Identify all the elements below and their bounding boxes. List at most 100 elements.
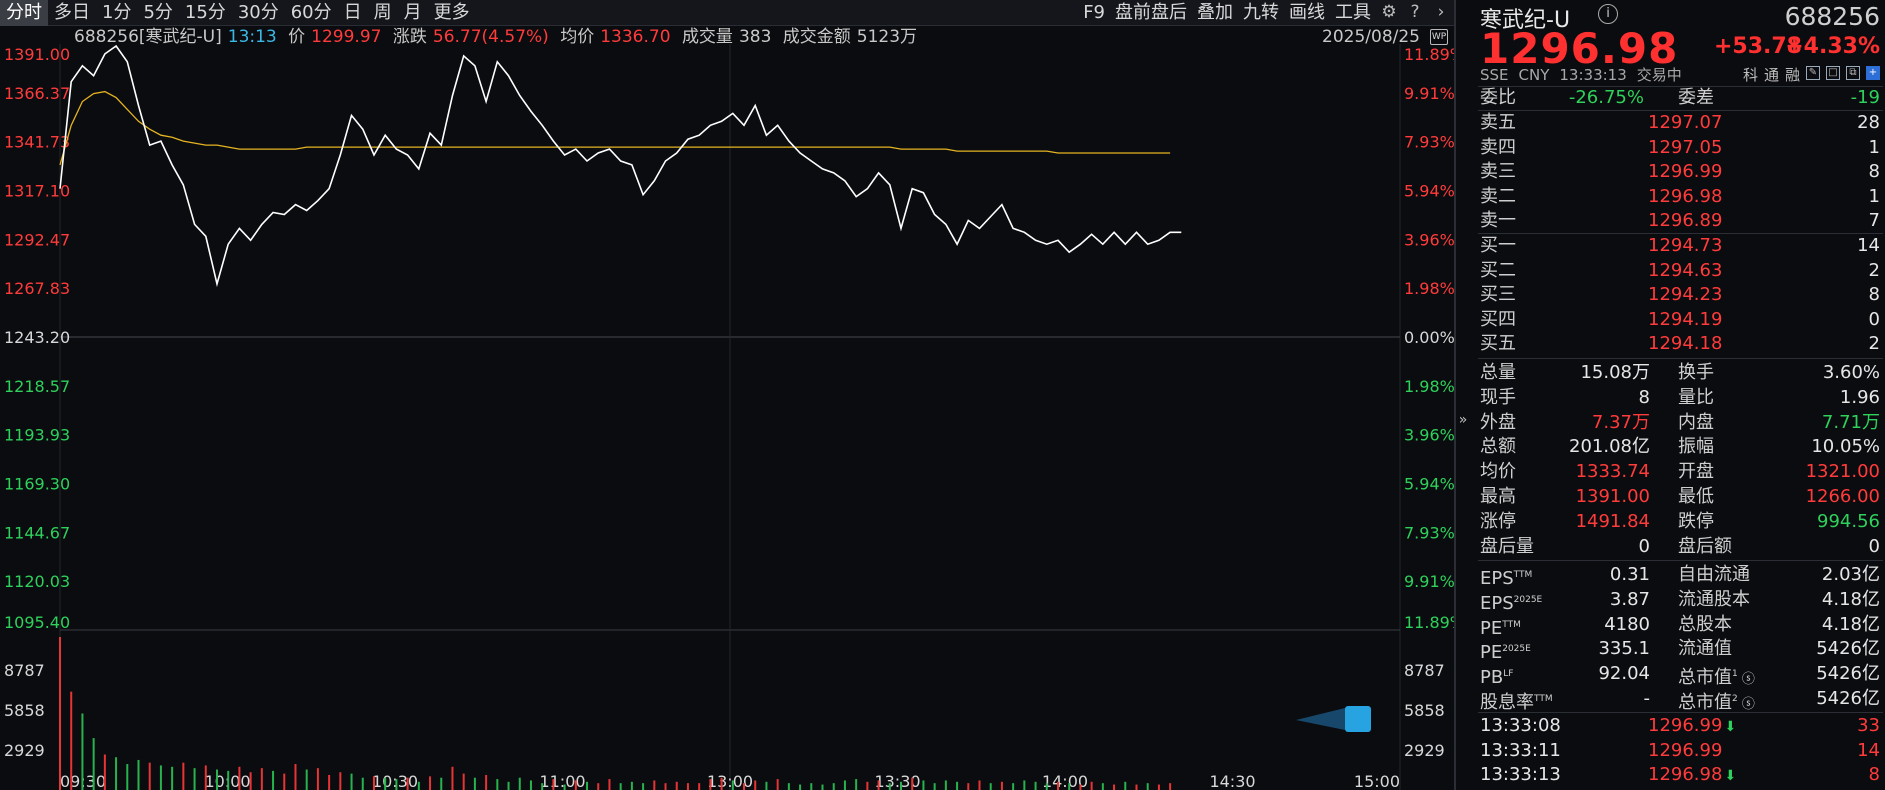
cursor-change: 56.77(4.57%) [432, 27, 549, 47]
tick-volume: 33 [1857, 715, 1880, 736]
fundamental-value: 4.18亿 [1821, 613, 1880, 635]
cursor-volume: 383 [738, 27, 772, 47]
currency-switch-icon[interactable]: ⓢ [1737, 672, 1755, 688]
ask-row[interactable]: 卖五 1297.07 28 [1480, 111, 1880, 135]
tick-time: 13:33:13 [1480, 764, 1561, 785]
tab-15min[interactable]: 15分 [184, 2, 226, 23]
ask-row[interactable]: 卖二 1296.98 1 [1480, 185, 1880, 209]
tab-week[interactable]: 周 [373, 2, 392, 23]
volume-axis-label: 2929 [4, 741, 45, 760]
premarket-button[interactable]: 盘前盘后 [1115, 2, 1187, 23]
pct-axis-label: 7.93% [1404, 133, 1454, 152]
intraday-chart[interactable]: 1391.00 11.89% 1366.37 9.91% 1341.73 7.93% 131… [0, 44, 1454, 790]
window-icon[interactable]: □ [1826, 66, 1840, 80]
ask-price: 1296.99 [1648, 161, 1723, 182]
fundamental-label-text: PE [1480, 642, 1503, 664]
ask-price: 1297.07 [1648, 112, 1723, 133]
wp-badge-icon[interactable]: WP [1430, 29, 1448, 45]
fundamental-value: - [1643, 688, 1651, 709]
bid-row[interactable]: 买一 1294.73 14 [1480, 234, 1880, 258]
fundamental-value: 0.31 [1609, 564, 1650, 585]
pct-axis-label: 5.94% [1404, 182, 1454, 201]
tab-5min[interactable]: 5分 [143, 2, 173, 23]
fundamental-label-sup: TTM [1513, 570, 1533, 580]
bid-volume: 2 [1868, 259, 1880, 281]
price-axis-label: 1366.37 [4, 84, 70, 103]
fundamental-label-text: 股息率 [1480, 692, 1534, 713]
tick-row: 13:33:13 1296.98 ⬇ 8 [1480, 763, 1880, 786]
stat-value: 1.96 [1839, 386, 1880, 408]
fundamental-label-text: 总股本 [1678, 613, 1732, 635]
copy-icon[interactable]: ⧉ [1846, 66, 1860, 80]
price-change: +53.78 [1713, 34, 1802, 59]
tab-intraday[interactable]: 分时 [0, 0, 48, 26]
pct-axis-label: 3.96% [1404, 230, 1454, 249]
stat-label: 内盘 [1678, 411, 1714, 433]
chevron-right-icon[interactable]: › [1437, 2, 1445, 22]
stat-label: 外盘 [1480, 411, 1516, 433]
weibi-label: 委比 [1480, 87, 1516, 108]
tools-button[interactable]: 工具 [1335, 2, 1371, 23]
stock-tags: 科 通 融 ✎ □ ⧉ + [1743, 64, 1880, 85]
ask-volume: 1 [1868, 185, 1880, 207]
info-icon[interactable]: i [1598, 4, 1618, 24]
stat-value: 0 [1638, 535, 1650, 557]
fundamental-label: 总股本 [1678, 613, 1732, 637]
currency-switch-icon[interactable]: ⓢ [1737, 697, 1755, 712]
tab-30min[interactable]: 30分 [237, 2, 279, 23]
price-change-pct: +4.33% [1785, 34, 1880, 59]
bid-row[interactable]: 买三 1294.23 8 [1480, 283, 1880, 307]
stat-label: 换手 [1678, 362, 1714, 383]
ask-row[interactable]: 卖三 1296.99 8 [1480, 160, 1880, 184]
price-axis-label: 1193.93 [4, 426, 70, 445]
stat-value: 1333.74 [1575, 461, 1650, 483]
nine-turn-button[interactable]: 九转 [1243, 2, 1279, 23]
tab-60min[interactable]: 60分 [290, 2, 332, 23]
gear-icon[interactable]: ⚙ [1381, 2, 1397, 22]
change-label: 涨跌 [392, 27, 427, 47]
fundamental-label: 总市值2 ⓢ [1678, 687, 1755, 717]
add-watchlist-icon[interactable]: + [1866, 66, 1880, 80]
avg-price-line [59, 90, 1171, 166]
tag-star-market: 科 [1742, 66, 1758, 84]
help-icon[interactable]: ? [1410, 2, 1420, 22]
fundamental-label: 股息率TTM [1480, 687, 1553, 715]
fundamental-label: PE2025E [1480, 637, 1531, 665]
draw-line-button[interactable]: 画线 [1289, 2, 1325, 23]
stat-row: 最高 1391.00 最低 1266.00 [1480, 485, 1880, 509]
chart-date: 2025/08/25 [1322, 27, 1420, 47]
tick-price-value: 1296.98 [1648, 764, 1723, 785]
tab-1min[interactable]: 1分 [102, 2, 132, 23]
stat-value: 994.56 [1817, 510, 1880, 532]
tab-month[interactable]: 月 [403, 2, 422, 23]
floating-assistant-icon[interactable] [1296, 706, 1371, 732]
bid-label: 买一 [1480, 235, 1516, 256]
tab-more[interactable]: 更多 [433, 2, 470, 23]
ask-label: 卖三 [1480, 161, 1516, 182]
cursor-avg: 1336.70 [600, 27, 671, 47]
intraday-chart-svg[interactable]: 1391.00 11.89% 1366.37 9.91% 1341.73 7.93% 131… [0, 44, 1454, 790]
amount-label: 成交金额 [782, 27, 851, 47]
overlay-button[interactable]: 叠加 [1197, 2, 1233, 23]
stat-label: 总量 [1480, 362, 1516, 383]
stat-value: 1266.00 [1805, 486, 1880, 507]
price-line [59, 44, 1182, 288]
ask-row[interactable]: 卖一 1296.89 7 [1480, 209, 1880, 233]
cursor-time: 13:13 [227, 27, 277, 47]
ask-row[interactable]: 卖四 1297.05 1 [1480, 136, 1880, 160]
price-axis-label: 1218.57 [4, 377, 70, 396]
bid-row[interactable]: 买五 1294.18 2 [1480, 332, 1880, 356]
collapse-panel-icon[interactable]: » [1458, 412, 1468, 428]
exchange-code: SSE [1480, 66, 1509, 84]
weicha-value: -19 [1850, 87, 1880, 108]
tab-day[interactable]: 日 [343, 2, 362, 23]
bid-row[interactable]: 买二 1294.63 2 [1480, 259, 1880, 283]
tab-multiday[interactable]: 多日 [54, 2, 90, 23]
bid-row[interactable]: 买四 1294.19 0 [1480, 308, 1880, 332]
price-axis-label: 1120.03 [4, 572, 70, 591]
f9-button[interactable]: F9 [1083, 2, 1105, 23]
panel-divider[interactable] [1454, 0, 1456, 790]
fundamental-label-text: PB [1480, 667, 1504, 689]
avg-label: 均价 [560, 27, 595, 47]
edit-icon[interactable]: ✎ [1806, 66, 1820, 80]
